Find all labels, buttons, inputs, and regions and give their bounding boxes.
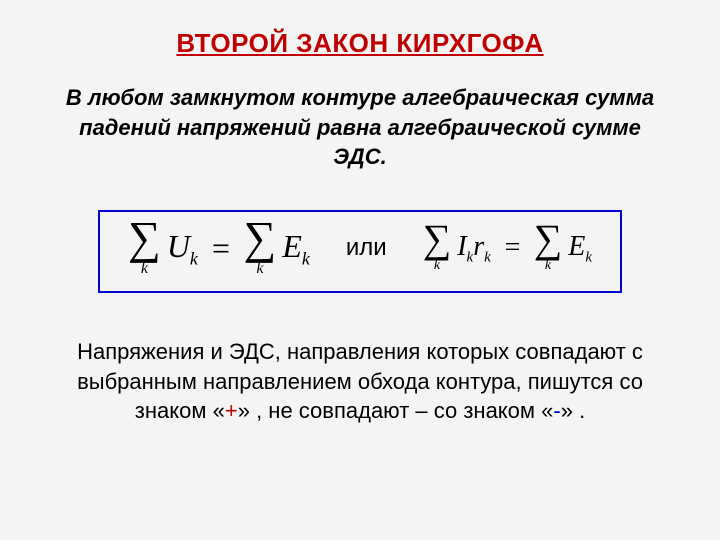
definition-text: В любом замкнутом контуре алгебраическая… xyxy=(40,83,680,172)
term-uk: Uk xyxy=(167,228,198,269)
plus-sign: + xyxy=(225,398,238,423)
term-ikrk: Ikrk xyxy=(457,231,491,267)
minus-sign: - xyxy=(553,398,560,423)
term-ek2: Ek xyxy=(568,231,592,267)
sigma-3: ∑ k xyxy=(423,223,452,273)
page-title: ВТОРОЙ ЗАКОН КИРХГОФА xyxy=(40,28,680,59)
equals-1: = xyxy=(210,230,232,267)
or-text: или xyxy=(346,234,387,262)
formula-right: ∑ k Ikrk = ∑ k Ek xyxy=(423,223,592,273)
sigma-2: ∑ k xyxy=(244,220,277,277)
sigma-1: ∑ k xyxy=(128,220,161,277)
formula-box: ∑ k Uk = ∑ k Ek или ∑ k Ikrk = ∑ k Ek xyxy=(98,210,622,293)
term-ek: Ek xyxy=(282,228,310,269)
note-text: Напряжения и ЭДС, направления которых со… xyxy=(40,337,680,426)
equals-2: = xyxy=(503,232,522,264)
sigma-4: ∑ k xyxy=(534,223,563,273)
formula-left: ∑ k Uk = ∑ k Ek xyxy=(128,220,310,277)
